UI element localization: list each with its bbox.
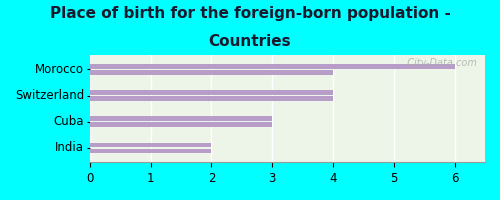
Bar [90,149,212,153]
Bar [90,116,272,121]
Text: Place of birth for the foreign-born population -: Place of birth for the foreign-born popu… [50,6,450,21]
Text: City-Data.com: City-Data.com [401,58,477,68]
Bar [90,90,333,95]
Bar [90,64,455,69]
Bar [90,143,212,147]
Bar [90,122,272,127]
Bar [90,70,333,75]
Bar [90,96,333,101]
Text: Countries: Countries [208,34,292,49]
